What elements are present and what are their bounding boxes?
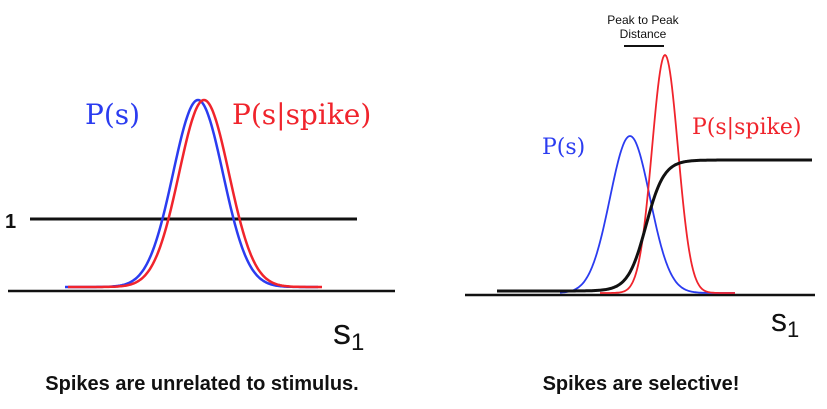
left-conditional-label: P(s|spike) — [232, 98, 371, 131]
right-panel: Peak to Peak Distance P(s) P(s|spike) s1… — [465, 13, 815, 395]
left-axis-label-sub: 1 — [351, 329, 364, 356]
right-prior-curve — [559, 135, 735, 294]
left-caption: Spikes are unrelated to stimulus. — [45, 373, 358, 395]
right-axis-label-main: s — [771, 302, 787, 338]
left-one-label: 1 — [5, 211, 16, 233]
right-sigmoid-curve — [497, 158, 812, 293]
right-prior-label: P(s) — [542, 135, 585, 160]
right-conditional-label: P(s|spike) — [692, 115, 801, 140]
left-prior-label: P(s) — [85, 98, 140, 131]
peak-distance-label-line1: Peak to Peak — [607, 13, 679, 27]
left-axis-label-main: s — [333, 311, 351, 352]
left-conditional-curve — [68, 98, 322, 289]
right-conditional-curve — [600, 53, 735, 294]
peak-distance-label-line2: Distance — [620, 27, 667, 41]
right-caption: Spikes are selective! — [543, 373, 740, 395]
left-axis-label: s1 — [333, 311, 364, 356]
right-axis-label: s1 — [771, 302, 799, 342]
left-panel: P(s) P(s|spike) 1 s1 Spikes are unrelate… — [5, 98, 395, 395]
right-axis-label-sub: 1 — [787, 317, 799, 342]
